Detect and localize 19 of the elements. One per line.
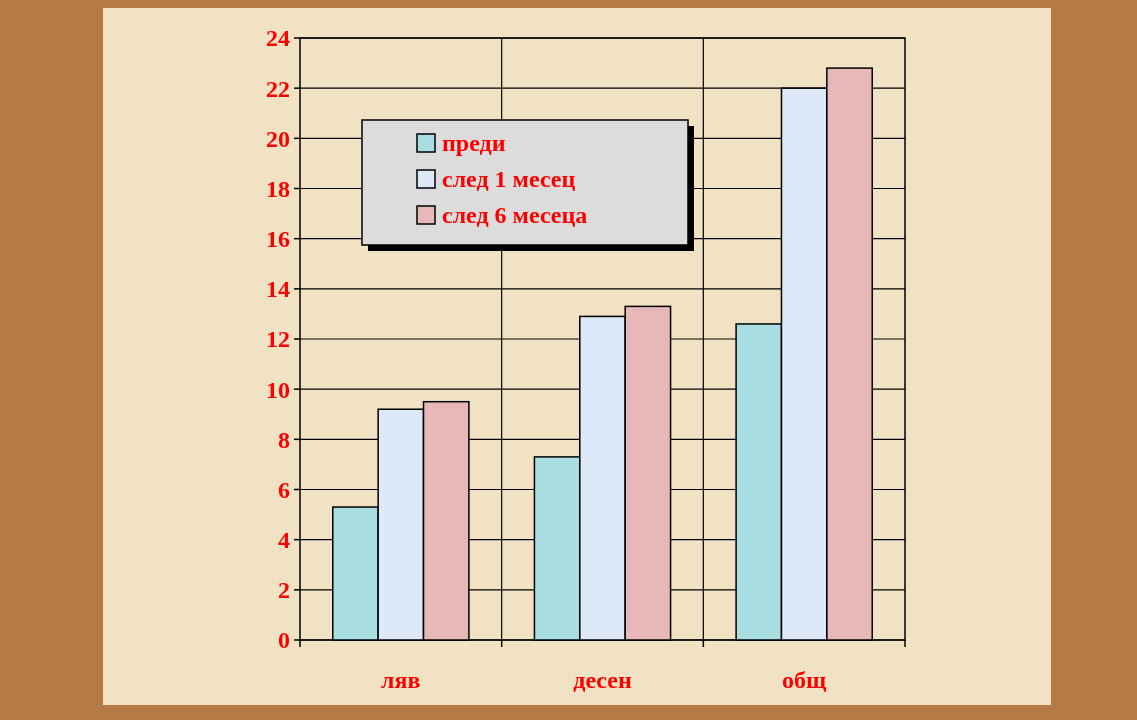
y-tick-label: 22 (266, 75, 290, 102)
y-tick-label: 0 (278, 627, 290, 654)
y-tick-label: 24 (266, 25, 290, 52)
y-tick-label: 20 (266, 125, 290, 152)
x-tick-label: общ (782, 667, 828, 693)
legend-label: преди (442, 130, 506, 157)
y-tick-label: 4 (278, 527, 290, 554)
y-tick-label: 2 (278, 577, 290, 604)
legend-label: след 6 месеца (442, 202, 588, 229)
y-tick-label: 14 (266, 276, 290, 303)
y-tick-label: 18 (266, 175, 290, 202)
y-tick-label: 6 (278, 476, 290, 503)
y-tick-label: 10 (266, 376, 290, 403)
y-tick-label: 12 (266, 326, 290, 353)
y-tick-label: 8 (278, 426, 290, 453)
y-tick-label: 16 (266, 226, 290, 253)
x-tick-label: десен (573, 667, 632, 693)
legend-label: след 1 месец (442, 166, 576, 193)
x-tick-label: ляв (381, 667, 421, 693)
